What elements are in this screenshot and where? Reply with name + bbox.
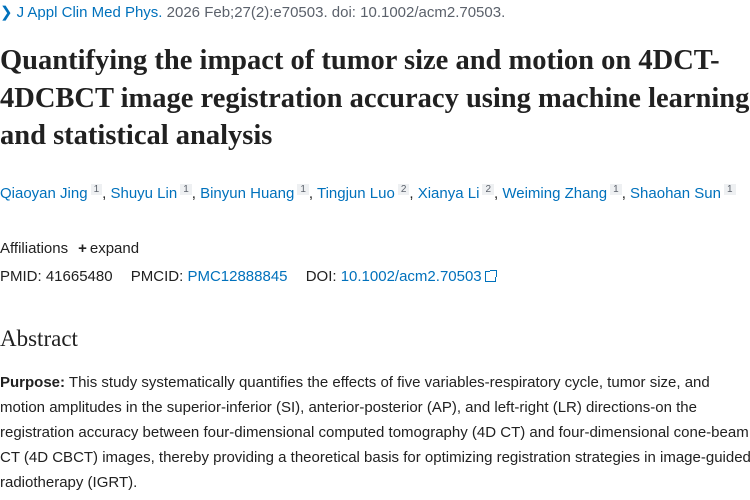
purpose-text: This study systematically quantifies the… [0,374,750,491]
purpose-label: Purpose: [0,374,66,391]
pmid-value: 41665480 [45,268,113,285]
affiliation-ref[interactable]: 1 [297,184,309,195]
affiliation-ref[interactable]: 1 [610,184,622,195]
pmcid-label: PMCID: [130,268,184,285]
pmid-label: PMID: [0,268,42,285]
doi-label: DOI: [305,268,337,285]
citation: ❯ J Appl Clin Med Phys. 2026 Feb;27(2):e7… [0,3,505,21]
affiliation-ref[interactable]: 1 [180,184,192,195]
author-link[interactable]: Shuyu Lin [110,185,178,202]
author-link[interactable]: Qiaoyan Jing [0,185,88,202]
author-link[interactable]: Xianya Li [417,185,480,202]
author-list: Qiaoyan Jing 1, Shuyu Lin 1, Binyun Huang 1… [0,177,745,206]
affiliations-toggle[interactable]: Affiliations + expand [0,240,139,257]
affiliation-ref[interactable]: 1 [90,184,103,195]
identifiers: PMID: 41665480 PMCID: PMC12888845 DOI: 1… [0,268,497,285]
affiliation-ref[interactable]: 1 [723,184,736,195]
author-link[interactable]: Binyun Huang [200,185,295,202]
citation-details: 2026 Feb;27(2):e70503. doi: 10.1002/acm2… [166,4,506,21]
chevron-right-icon[interactable]: ❯ [0,4,13,21]
affiliations-label: Affiliations [0,240,69,257]
plus-icon: + [78,240,87,257]
affiliation-ref[interactable]: 2 [482,184,494,195]
external-link-icon[interactable] [484,270,497,282]
expand-label[interactable]: expand [89,240,140,257]
abstract-purpose: Purpose: This study systematically quant… [0,370,750,495]
pmcid-link[interactable]: PMC12888845 [187,268,288,285]
abstract-heading: Abstract [0,326,78,351]
author-link[interactable]: Shaohan Sun [630,185,721,202]
affiliation-ref[interactable]: 2 [397,184,410,195]
article-title: Quantifying the impact of tumor size and… [0,45,750,151]
journal-link[interactable]: J Appl Clin Med Phys. [16,4,163,21]
author-link[interactable]: Weiming Zhang [502,185,608,202]
author-link[interactable]: Tingjun Luo [316,185,395,202]
doi-link[interactable]: 10.1002/acm2.70503 [340,268,482,285]
